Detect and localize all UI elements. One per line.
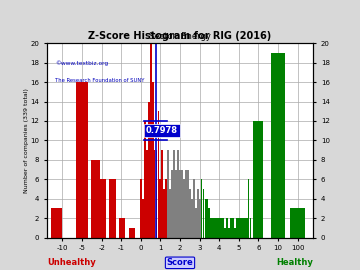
Bar <box>193 179 195 238</box>
Bar <box>179 170 181 238</box>
Bar <box>201 179 202 238</box>
Bar <box>148 102 150 238</box>
Bar <box>189 189 191 238</box>
Bar <box>146 150 148 238</box>
Bar <box>197 189 199 238</box>
Bar <box>99 179 106 238</box>
Bar <box>129 228 135 238</box>
Text: ©www.textbiz.org: ©www.textbiz.org <box>55 61 108 66</box>
Bar <box>234 228 236 238</box>
Bar <box>144 121 146 238</box>
Bar <box>246 218 248 238</box>
Bar <box>203 189 204 238</box>
Bar <box>220 218 222 238</box>
Bar <box>142 199 144 238</box>
Bar <box>218 218 220 238</box>
Bar <box>240 218 242 238</box>
Text: Score: Score <box>167 258 193 267</box>
Bar <box>181 170 183 238</box>
Bar <box>210 218 212 238</box>
Bar <box>191 199 193 238</box>
Bar <box>248 179 249 238</box>
Bar <box>204 199 206 238</box>
Bar <box>91 160 100 238</box>
Bar <box>224 228 226 238</box>
Bar <box>119 218 125 238</box>
Bar <box>158 111 159 238</box>
Text: 0.7978: 0.7978 <box>146 126 178 135</box>
Bar <box>244 218 246 238</box>
Bar <box>216 218 218 238</box>
Bar <box>187 170 189 238</box>
Bar <box>183 179 185 238</box>
Bar <box>154 150 156 238</box>
Bar <box>208 208 210 238</box>
Bar <box>109 179 116 238</box>
Text: Sector: Energy: Sector: Energy <box>149 32 211 41</box>
Bar <box>232 218 234 238</box>
Bar <box>177 150 179 238</box>
Bar <box>230 218 232 238</box>
Bar <box>253 121 263 238</box>
Bar <box>238 218 240 238</box>
Bar <box>185 170 187 238</box>
Bar <box>173 150 175 238</box>
Text: Healthy: Healthy <box>276 258 313 267</box>
Bar <box>207 199 208 238</box>
Title: Z-Score Histogram for RIG (2016): Z-Score Histogram for RIG (2016) <box>88 31 272 41</box>
Bar <box>242 218 244 238</box>
Bar <box>150 43 152 238</box>
Bar <box>167 150 169 238</box>
Y-axis label: Number of companies (339 total): Number of companies (339 total) <box>24 88 29 193</box>
Bar <box>249 218 251 238</box>
Bar <box>214 218 216 238</box>
Bar <box>195 208 197 238</box>
Bar <box>163 189 165 238</box>
Bar <box>271 53 285 238</box>
Bar <box>212 218 214 238</box>
Bar <box>140 179 142 238</box>
Bar <box>165 179 167 238</box>
Bar <box>159 179 161 238</box>
Bar <box>169 189 171 238</box>
Bar <box>236 218 238 238</box>
Bar <box>76 82 89 238</box>
Bar <box>171 170 173 238</box>
Text: The Research Foundation of SUNY: The Research Foundation of SUNY <box>55 78 144 83</box>
Bar <box>152 82 153 238</box>
Bar <box>226 218 228 238</box>
Bar <box>161 150 163 238</box>
Bar <box>51 208 62 238</box>
Bar <box>290 208 305 238</box>
Bar <box>228 228 230 238</box>
Bar <box>199 199 201 238</box>
Bar <box>175 170 177 238</box>
Text: Unhealthy: Unhealthy <box>47 258 95 267</box>
Bar <box>222 218 224 238</box>
Bar <box>156 150 157 238</box>
